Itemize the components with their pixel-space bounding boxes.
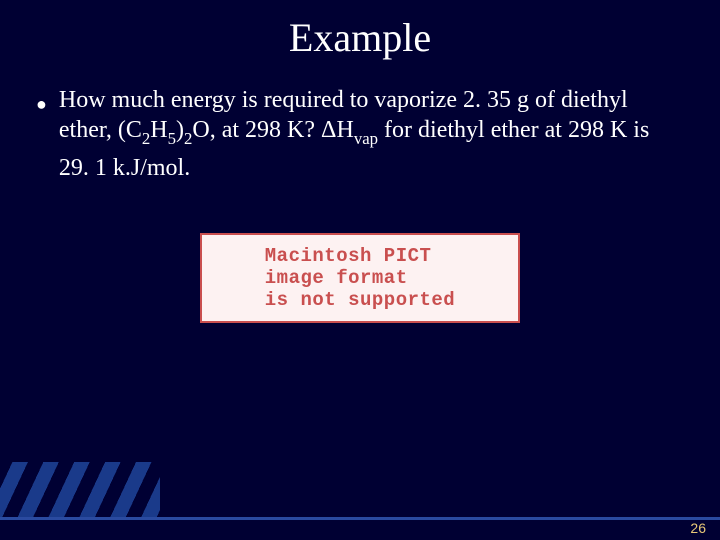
footer-divider-line: [0, 517, 720, 520]
footer-stripes-decoration: [0, 462, 160, 518]
image-error-text: Macintosh PICT image format is not suppo…: [265, 245, 455, 311]
slide-content: ● How much energy is required to vaporiz…: [0, 61, 720, 323]
subscript: 2: [184, 129, 192, 148]
subscript: vap: [354, 129, 378, 148]
error-line: image format: [265, 267, 408, 289]
subscript: 2: [142, 129, 150, 148]
text-part: for diethyl ether at 298 K is 29. 1 k.J/…: [59, 117, 649, 181]
text-part: H: [150, 117, 167, 143]
text-part: O, at 298 K? ΔH: [192, 117, 353, 143]
error-line: is not supported: [265, 289, 455, 311]
slide-footer: 26: [0, 462, 720, 540]
bullet-item: ● How much energy is required to vaporiz…: [36, 85, 684, 183]
bullet-icon: ●: [36, 89, 47, 119]
slide: Example ● How much energy is required to…: [0, 0, 720, 540]
subscript: 5: [168, 129, 176, 148]
page-number: 26: [690, 520, 706, 536]
text-part: ): [176, 117, 184, 143]
slide-title: Example: [0, 0, 720, 61]
body-text: How much energy is required to vaporize …: [59, 85, 684, 183]
unsupported-image-placeholder: Macintosh PICT image format is not suppo…: [200, 233, 520, 323]
error-line: Macintosh PICT: [265, 245, 432, 267]
